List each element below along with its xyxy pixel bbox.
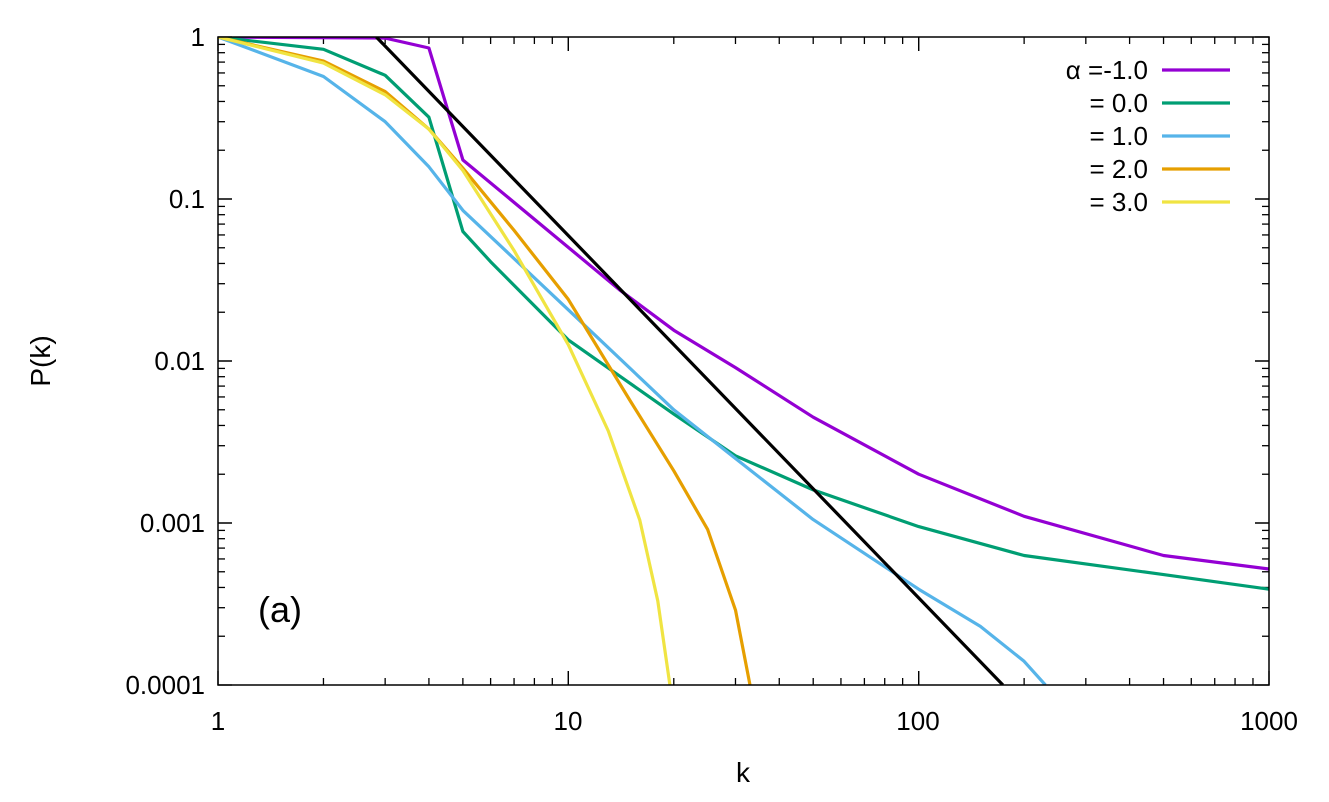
legend-label: = 1.0 [1089,121,1148,151]
plot-frame [217,36,1270,686]
legend-label: = 3.0 [1089,187,1148,217]
power-law-fit-line [375,37,1005,685]
legend-label: = 0.0 [1089,88,1148,118]
legend-label: α =-1.0 [1066,55,1148,85]
series-line-2 [218,37,1047,685]
x-tick-label: 1 [211,706,225,736]
series-lines [218,37,1269,685]
y-tick-label: 0.1 [169,184,205,214]
series-line-1 [218,37,1269,591]
series-line-4 [218,37,672,685]
x-tick-label: 1000 [1240,706,1298,736]
y-tick-label: 0.001 [140,508,205,538]
tick-labels: 1 10 100 1000 1 0.1 0.01 0.001 0.0001 [125,22,1297,736]
y-axis-label: P(k) [25,335,56,386]
panel-annotation: (a) [258,589,302,630]
series-line-0 [218,37,1269,571]
y-tick-label: 0.01 [154,346,205,376]
series-line-3 [218,37,752,685]
y-tick-label: 1 [191,22,205,52]
x-axis-label: k [736,757,751,788]
y-tick-label: 0.0001 [125,670,205,700]
legend-label: = 2.0 [1089,154,1148,184]
x-tick-label: 10 [554,706,583,736]
x-tick-label: 100 [896,706,939,736]
legend: α =-1.0 = 0.0 = 1.0 = 2.0 = 3.0 [1066,55,1230,217]
